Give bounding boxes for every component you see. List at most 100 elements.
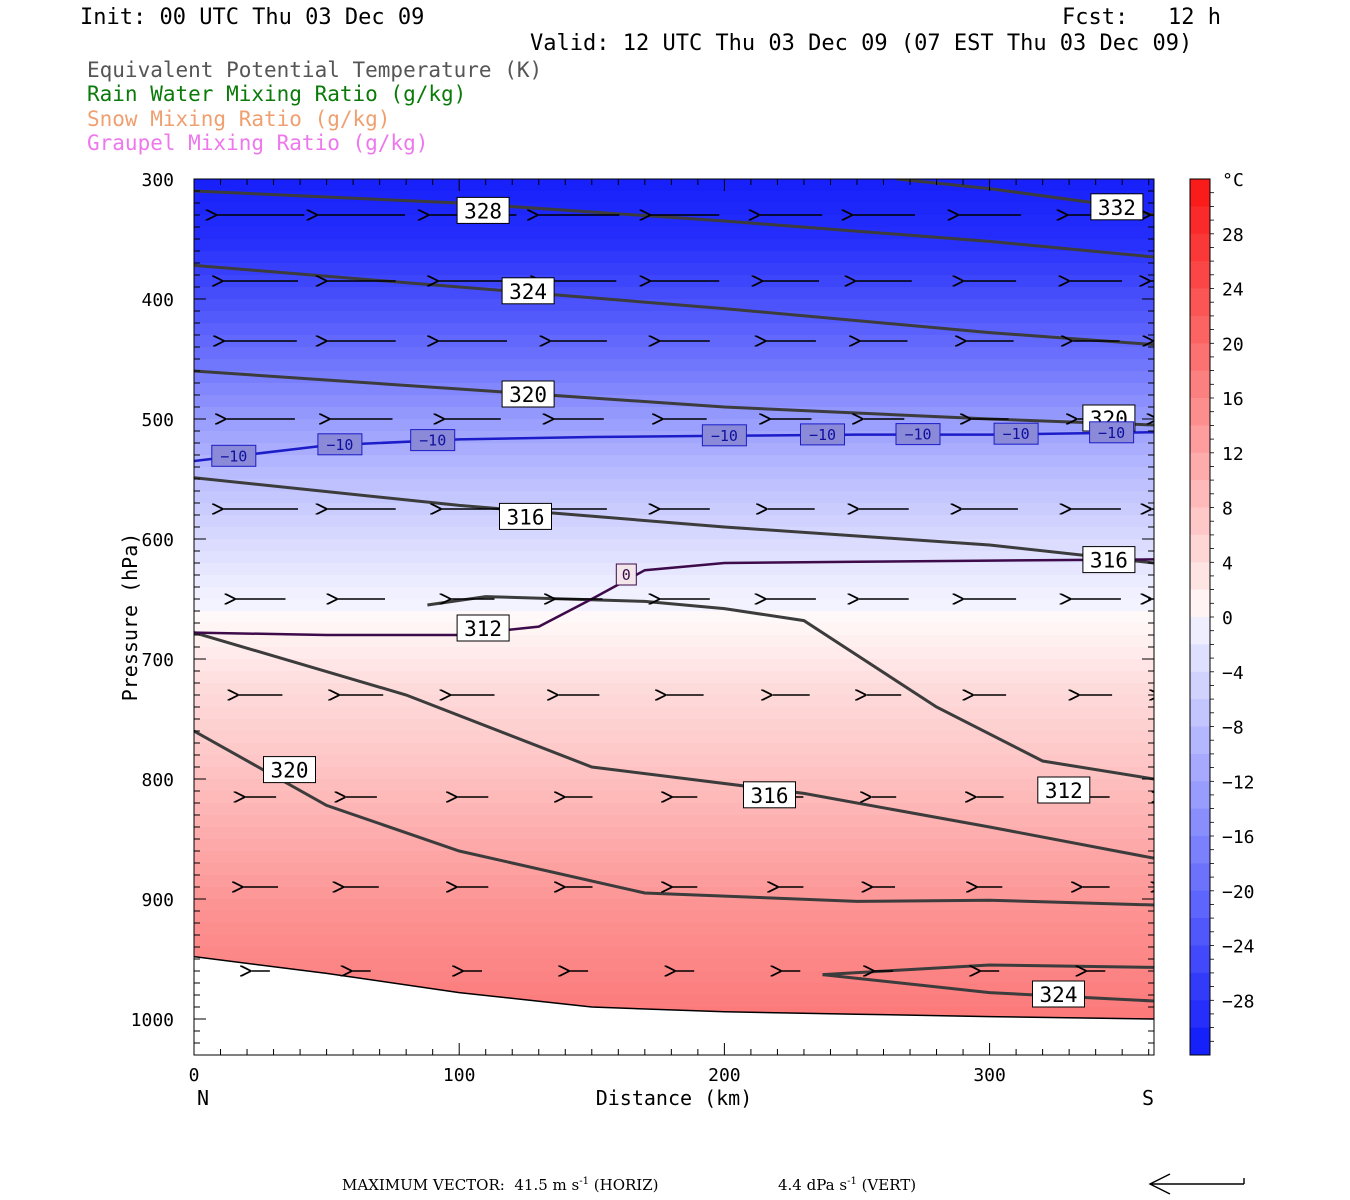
temperature-band bbox=[194, 647, 1154, 660]
theta-e-contour-line bbox=[194, 369, 1154, 427]
temperature-band bbox=[194, 935, 1154, 948]
temperature-band bbox=[194, 251, 1154, 264]
temperature-band bbox=[194, 827, 1154, 840]
temperature-band bbox=[194, 515, 1154, 528]
y-tick-label: 400 bbox=[141, 290, 174, 311]
colorbar-tick-label: 20 bbox=[1222, 334, 1244, 355]
isotherm-label: −10 bbox=[1003, 425, 1030, 443]
temperature-band bbox=[194, 563, 1154, 576]
x-tick-label: 200 bbox=[708, 1065, 741, 1086]
colorbar-segment bbox=[1190, 179, 1210, 207]
valid-time: Valid: 12 UTC Thu 03 Dec 09 (07 EST Thu … bbox=[530, 31, 1193, 56]
isotherm-label-box bbox=[895, 423, 941, 446]
colorbar-tick-label: −28 bbox=[1222, 991, 1255, 1012]
max-vector-arrow bbox=[1148, 1173, 1245, 1195]
contour-labels: 328 332324320320316316312312316320324−10−… bbox=[211, 193, 1144, 1008]
contour-label-box bbox=[1037, 776, 1091, 804]
temperature-band bbox=[194, 203, 1154, 216]
colorbar-segment bbox=[1190, 890, 1210, 919]
temperature-band bbox=[194, 779, 1154, 792]
temperature-band bbox=[194, 371, 1154, 384]
temperature-band bbox=[194, 659, 1154, 672]
temperature-band bbox=[194, 947, 1154, 960]
max-vector-label: MAXIMUM VECTOR: 41.5 m s-1 (HORIZ) bbox=[342, 1176, 659, 1194]
temperature-band bbox=[194, 227, 1154, 240]
isotherm-label: −10 bbox=[1098, 424, 1125, 442]
contour-label: 320 bbox=[509, 383, 547, 407]
max-vertical-label: 4.4 dPa s-1 (VERT) bbox=[778, 1176, 917, 1194]
colorbar-tick-label: −16 bbox=[1222, 827, 1255, 848]
temperature-band bbox=[194, 407, 1154, 420]
colorbar-segment bbox=[1190, 425, 1210, 454]
isotherm-label-box bbox=[993, 422, 1039, 445]
theta-e-contour-line bbox=[194, 631, 1154, 860]
temperature-band bbox=[194, 575, 1154, 588]
colorbar-segment bbox=[1190, 398, 1210, 426]
colorbar-segment bbox=[1190, 617, 1210, 645]
colorbar-segment bbox=[1190, 452, 1210, 481]
temperature-band bbox=[194, 695, 1154, 708]
temperature-band bbox=[194, 863, 1154, 876]
temperature-band bbox=[194, 347, 1154, 360]
colorbar-segment bbox=[1190, 233, 1210, 262]
colorbar-segment bbox=[1190, 206, 1210, 235]
y-axis-label: Pressure (hPa) bbox=[118, 533, 142, 702]
contour-label: 320 bbox=[271, 759, 309, 783]
temperature-band bbox=[194, 683, 1154, 696]
temperature-band bbox=[194, 455, 1154, 468]
colorbar-segment bbox=[1190, 726, 1210, 755]
temperature-band bbox=[194, 923, 1154, 936]
y-tick-label: 500 bbox=[141, 410, 174, 431]
colorbar-tick-label: 0 bbox=[1222, 608, 1233, 629]
temperature-band bbox=[194, 215, 1154, 228]
temperature-band bbox=[194, 839, 1154, 852]
temperature-band bbox=[194, 467, 1154, 480]
isotherm-label: −10 bbox=[220, 447, 247, 465]
contour-label-box bbox=[501, 277, 555, 305]
colorbar-segment bbox=[1190, 370, 1210, 399]
forecast-hour: Fcst: 12 h bbox=[1062, 5, 1221, 30]
colorbar-segment bbox=[1190, 1027, 1210, 1056]
theta-e-contours bbox=[194, 179, 1154, 1003]
colorbar-tick-label: −12 bbox=[1222, 772, 1255, 793]
terrain-mask bbox=[194, 955, 1154, 1055]
legend-theta-e: Equivalent Potential Temperature (K) bbox=[87, 58, 543, 82]
contour-label: 324 bbox=[509, 280, 547, 304]
isotherm-label: −10 bbox=[419, 432, 446, 450]
colorbar-segment bbox=[1190, 863, 1210, 892]
theta-e-contour-line bbox=[194, 729, 1154, 907]
temperature-band bbox=[194, 263, 1154, 276]
isotherm-zero-label: 0 bbox=[622, 566, 631, 584]
colorbar-segment bbox=[1190, 699, 1210, 727]
colorbar-segment bbox=[1190, 261, 1210, 289]
colorbar-segment bbox=[1190, 1000, 1210, 1029]
wind-vectors bbox=[217, 215, 1154, 971]
y-tick-label: 900 bbox=[141, 890, 174, 911]
end-label-north: N bbox=[197, 1086, 209, 1110]
colorbar-segment bbox=[1190, 589, 1210, 618]
contour-label: 328 bbox=[464, 199, 502, 223]
contour-label: 324 bbox=[1040, 983, 1078, 1007]
temperature-shading bbox=[194, 179, 1154, 1055]
colorbar-tick-label: 12 bbox=[1222, 444, 1244, 465]
temperature-band bbox=[194, 671, 1154, 684]
colorbar-unit: °C bbox=[1222, 170, 1244, 191]
colorbar-segment bbox=[1190, 315, 1210, 344]
colorbar-segment bbox=[1190, 644, 1210, 673]
y-tick-label: 700 bbox=[141, 650, 174, 671]
surface-line bbox=[194, 955, 1154, 1020]
x-axis-label: Distance (km) bbox=[596, 1086, 753, 1110]
isotherm-label-box bbox=[317, 433, 363, 456]
isotherm-label-box bbox=[701, 424, 747, 447]
temperature-band bbox=[194, 179, 1154, 192]
theta-e-contour-line bbox=[194, 476, 1154, 565]
axis-ticks: 300 400 500 600 700 800 900 1000 0 100 200 300 bbox=[131, 170, 1154, 1086]
temperature-band bbox=[194, 743, 1154, 756]
colorbar-segment bbox=[1190, 972, 1210, 1001]
contour-label: 332 bbox=[1098, 196, 1136, 220]
temperature-band bbox=[194, 767, 1154, 780]
temperature-band bbox=[194, 491, 1154, 504]
init-time: Init: 00 UTC Thu 03 Dec 09 bbox=[80, 5, 425, 30]
temperature-band bbox=[194, 479, 1154, 492]
y-tick-label: 800 bbox=[141, 770, 174, 791]
